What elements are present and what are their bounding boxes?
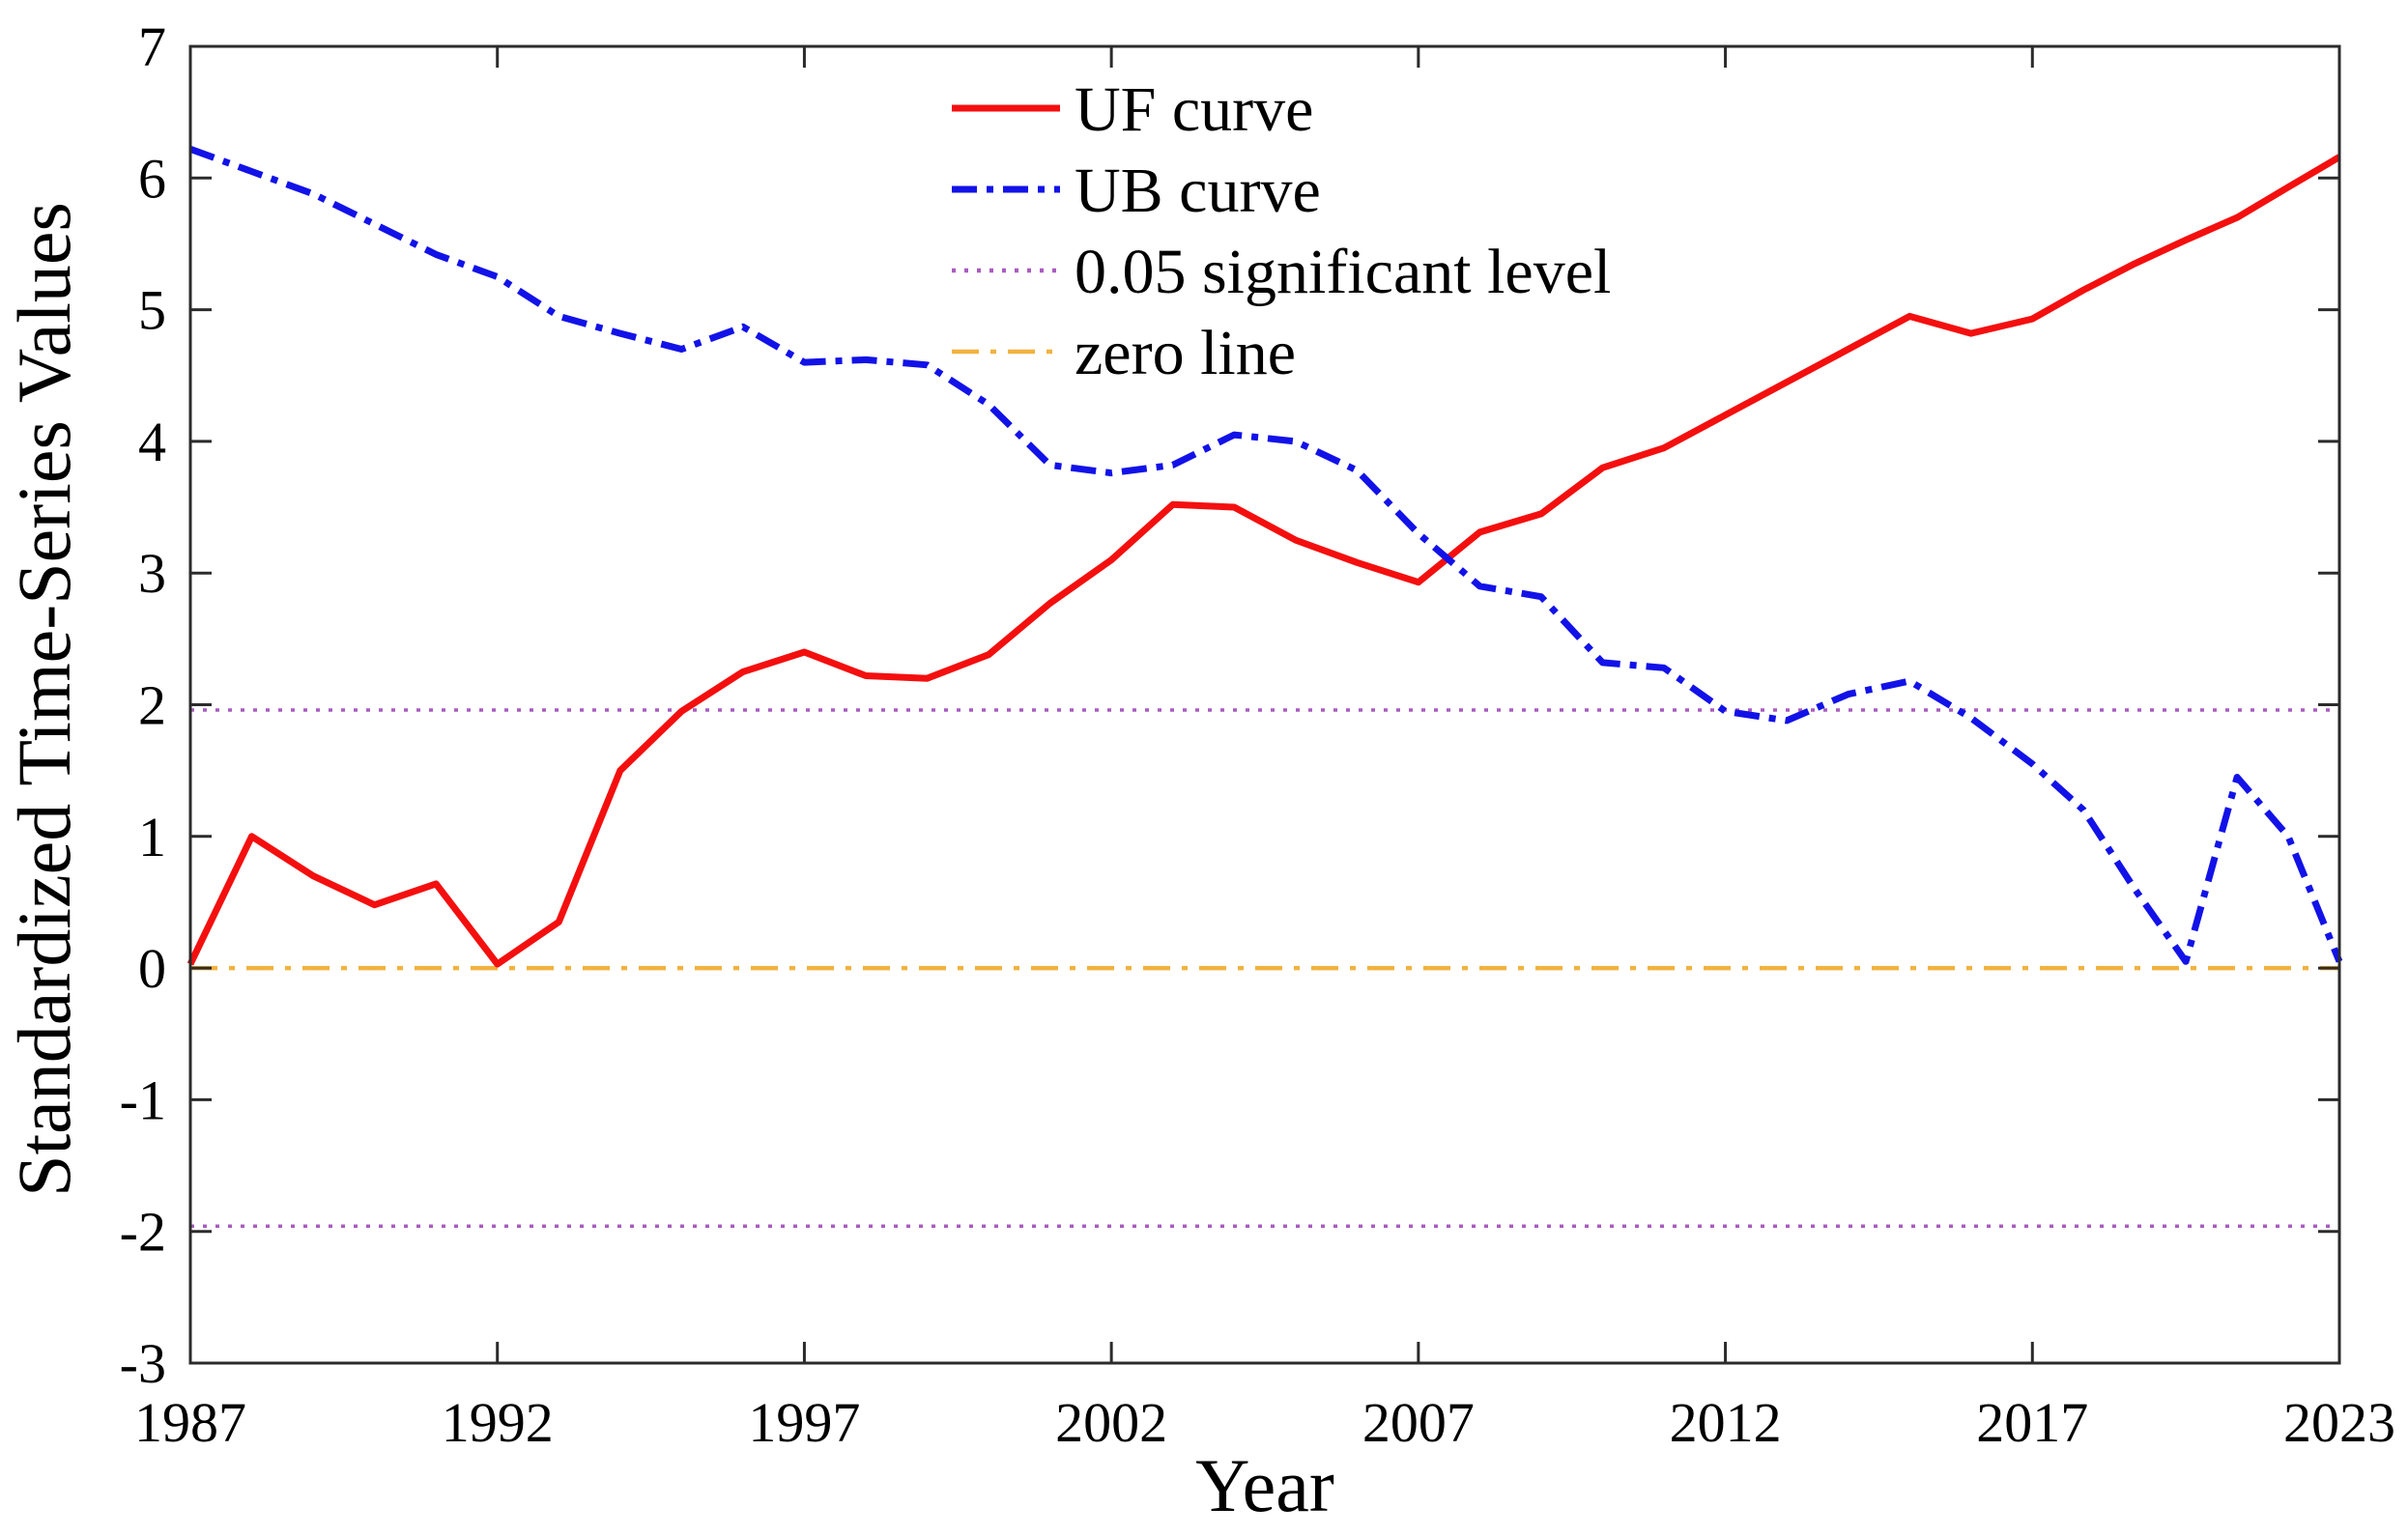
y-tick-label: 2 bbox=[138, 674, 166, 737]
x-axis-title: Year bbox=[1195, 1443, 1334, 1527]
x-tick-label: 2002 bbox=[1055, 1391, 1167, 1454]
y-tick-label: -2 bbox=[120, 1201, 166, 1264]
y-tick-label: 7 bbox=[138, 15, 166, 78]
y-tick-label: 4 bbox=[138, 411, 166, 473]
x-tick-label: 1997 bbox=[748, 1391, 860, 1454]
x-tick-label: 2007 bbox=[1362, 1391, 1475, 1454]
x-tick-label: 2017 bbox=[1976, 1391, 2088, 1454]
y-tick-label: 0 bbox=[138, 937, 166, 1000]
ub-curve-line bbox=[188, 146, 2343, 965]
y-tick-label: -3 bbox=[120, 1332, 166, 1395]
x-tick-label: 1987 bbox=[134, 1391, 246, 1454]
y-tick-label: 5 bbox=[138, 279, 166, 342]
x-tick-label: 2012 bbox=[1670, 1391, 1782, 1454]
x-tick-label: 1992 bbox=[442, 1391, 554, 1454]
y-axis-title: Standardized Time-Series Values bbox=[2, 202, 86, 1197]
legend-entry-label: 0.05 significant level bbox=[1075, 237, 1611, 307]
legend-entry-label: zero line bbox=[1075, 318, 1296, 388]
y-tick-label: 3 bbox=[138, 542, 166, 605]
y-tick-label: -1 bbox=[120, 1068, 166, 1131]
y-tick-label: 6 bbox=[138, 147, 166, 210]
x-tick-label: 2023 bbox=[2283, 1391, 2395, 1454]
legend-entry-label: UF curve bbox=[1075, 74, 1313, 145]
uf-curve-line bbox=[186, 154, 2341, 968]
legend-entry-label: UB curve bbox=[1075, 156, 1321, 226]
y-tick-label: 1 bbox=[138, 806, 166, 868]
